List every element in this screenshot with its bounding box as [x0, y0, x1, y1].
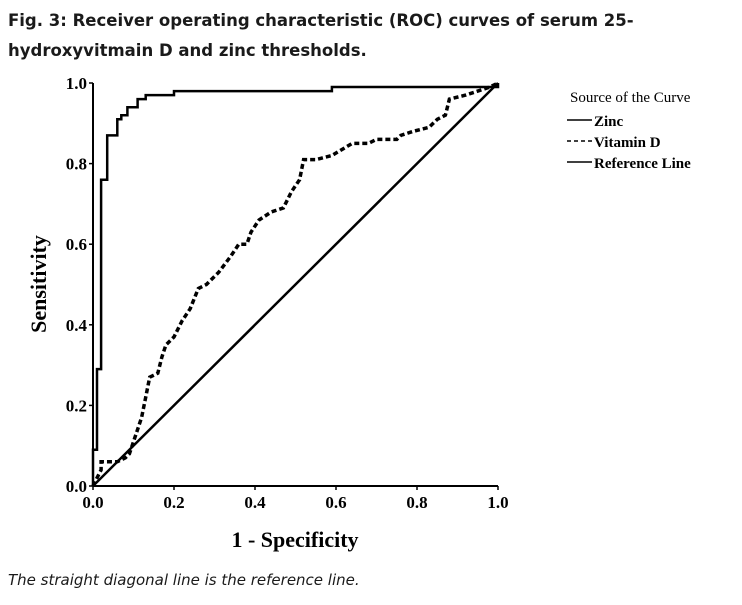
legend-label-vitamin-d: Vitamin D [594, 135, 661, 151]
legend-label-zinc: Zinc [594, 114, 624, 130]
y-axis-title: Sensitivity [26, 235, 51, 333]
x-tick-label: 0.6 [325, 493, 346, 512]
legend: Source of the Curve Zinc Vitamin D Refer… [567, 90, 691, 172]
x-tick-group: 0.0 0.2 0.4 0.6 0.8 1.0 [82, 486, 509, 512]
y-tick-label: 0.8 [66, 155, 87, 174]
x-tick-label: 1.0 [487, 493, 508, 512]
figure-caption: The straight diagonal line is the refere… [8, 571, 360, 589]
x-tick-label: 0.0 [82, 493, 103, 512]
y-tick-label: 0.6 [66, 235, 87, 254]
y-tick-label: 1.0 [66, 74, 87, 93]
figure-title: Fig. 3: Receiver operating characteristi… [8, 11, 634, 60]
y-tick-label: 0.0 [66, 477, 87, 496]
y-tick-label: 0.4 [66, 316, 88, 335]
y-tick-group: 0.0 0.2 0.4 0.6 0.8 1.0 [66, 74, 93, 496]
y-tick-label: 0.2 [66, 396, 87, 415]
x-axis-title: 1 - Specificity [231, 527, 358, 552]
plot-area: 0.0 0.2 0.4 0.6 0.8 1.0 0.0 0.2 0.4 0.6 0.8 1.0 [66, 74, 509, 512]
x-tick-label: 0.8 [406, 493, 427, 512]
series-layer [91, 81, 500, 487]
legend-label-reference-line: Reference Line [594, 156, 691, 172]
series-reference-line-line [92, 82, 499, 487]
x-tick-label: 0.4 [244, 493, 266, 512]
series-zinc-line [91, 83, 500, 486]
x-tick-label: 0.2 [163, 493, 184, 512]
legend-title: Source of the Curve [570, 90, 691, 106]
series-vitamin-d-line [91, 81, 499, 487]
